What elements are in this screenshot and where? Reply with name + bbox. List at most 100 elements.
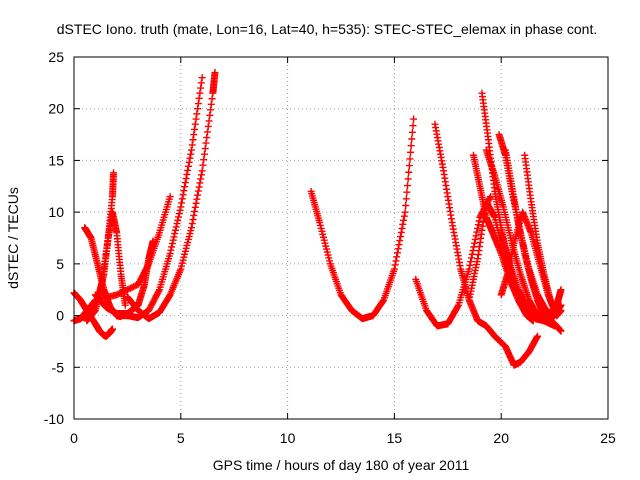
data-point bbox=[168, 243, 176, 251]
y-tick-label: 25 bbox=[48, 49, 64, 65]
data-point bbox=[169, 236, 177, 244]
data-point bbox=[407, 142, 415, 150]
data-point bbox=[183, 170, 191, 178]
data-point bbox=[194, 105, 202, 113]
data-point bbox=[190, 131, 198, 139]
data-point bbox=[398, 224, 406, 232]
data-point bbox=[191, 207, 199, 215]
data-point bbox=[170, 233, 178, 241]
data-point bbox=[400, 212, 408, 220]
data-point bbox=[174, 216, 182, 224]
data-point bbox=[410, 115, 418, 123]
data-point bbox=[197, 171, 205, 179]
data-point bbox=[198, 74, 206, 82]
y-axis-label: dSTEC / TECUs bbox=[5, 187, 21, 289]
data-point bbox=[189, 136, 197, 144]
data-point bbox=[191, 120, 199, 128]
data-point bbox=[468, 250, 476, 258]
data-point bbox=[405, 162, 413, 170]
y-tick-label: 0 bbox=[56, 308, 64, 324]
data-point bbox=[405, 168, 413, 176]
data-point bbox=[166, 250, 174, 258]
data-point bbox=[404, 175, 412, 183]
data-point bbox=[399, 220, 407, 228]
data-point bbox=[409, 122, 417, 130]
data-point bbox=[394, 245, 402, 253]
data-point bbox=[201, 145, 209, 153]
data-point bbox=[467, 254, 475, 262]
data-point bbox=[184, 166, 192, 174]
data-point bbox=[548, 306, 556, 314]
data-point bbox=[466, 261, 474, 269]
data-point bbox=[198, 167, 206, 175]
data-point bbox=[207, 100, 215, 108]
data-point bbox=[197, 175, 205, 183]
data-point bbox=[191, 203, 199, 211]
data-point bbox=[403, 188, 411, 196]
data-point bbox=[123, 286, 131, 294]
data-point bbox=[211, 69, 219, 77]
data-point bbox=[193, 110, 201, 118]
x-axis-label: GPS time / hours of day 180 of year 2011 bbox=[213, 457, 470, 473]
data-point bbox=[177, 203, 185, 211]
data-point bbox=[557, 286, 565, 294]
data-point bbox=[192, 199, 200, 207]
data-point bbox=[122, 286, 130, 294]
data-point bbox=[472, 232, 480, 240]
data-point bbox=[397, 228, 405, 236]
data-point bbox=[197, 79, 205, 87]
data-point bbox=[190, 211, 198, 219]
data-point bbox=[119, 288, 127, 296]
chart-title: dSTEC Iono. truth (mate, Lon=16, Lat=40,… bbox=[57, 21, 597, 37]
data-point bbox=[407, 148, 415, 156]
data-series-19 bbox=[521, 151, 565, 320]
data-point bbox=[402, 201, 410, 209]
data-point bbox=[195, 183, 203, 191]
data-point bbox=[196, 89, 204, 97]
data-point bbox=[396, 237, 404, 245]
data-series-20 bbox=[497, 229, 556, 325]
data-point bbox=[128, 283, 136, 291]
data-point bbox=[131, 282, 139, 290]
data-point bbox=[397, 233, 405, 241]
data-point bbox=[196, 179, 204, 187]
data-point bbox=[121, 301, 129, 309]
data-series-9 bbox=[307, 115, 418, 323]
data-point bbox=[406, 155, 414, 163]
data-point bbox=[188, 220, 196, 228]
data-point bbox=[114, 290, 122, 298]
data-point bbox=[469, 247, 477, 255]
data-series-8 bbox=[123, 69, 219, 323]
data-point bbox=[208, 95, 216, 103]
y-tick-label: -5 bbox=[52, 359, 65, 375]
x-tick-label: 5 bbox=[177, 430, 185, 446]
data-point bbox=[197, 84, 205, 92]
data-point bbox=[187, 224, 195, 232]
data-point bbox=[167, 246, 175, 254]
plot-frame bbox=[73, 56, 609, 420]
data-point bbox=[471, 239, 478, 247]
data-point bbox=[473, 228, 481, 236]
data-point bbox=[189, 216, 197, 224]
data-point bbox=[186, 154, 194, 162]
data-point bbox=[200, 156, 208, 164]
data-point bbox=[474, 221, 482, 229]
y-tick-label: 5 bbox=[56, 256, 64, 272]
data-point bbox=[176, 206, 184, 214]
data-point bbox=[465, 265, 473, 273]
data-point bbox=[534, 332, 542, 340]
data-point bbox=[178, 195, 186, 203]
x-tick-label: 20 bbox=[493, 430, 509, 446]
data-point bbox=[182, 175, 190, 183]
data-point bbox=[179, 191, 187, 199]
data-point bbox=[125, 285, 133, 293]
data-point bbox=[391, 261, 399, 269]
data-point bbox=[557, 306, 565, 314]
data-point bbox=[187, 150, 195, 158]
data-point bbox=[454, 303, 462, 311]
data-point bbox=[408, 128, 416, 136]
data-point bbox=[467, 258, 475, 266]
data-series-7 bbox=[113, 74, 206, 322]
data-points bbox=[70, 69, 565, 369]
data-point bbox=[200, 150, 208, 158]
